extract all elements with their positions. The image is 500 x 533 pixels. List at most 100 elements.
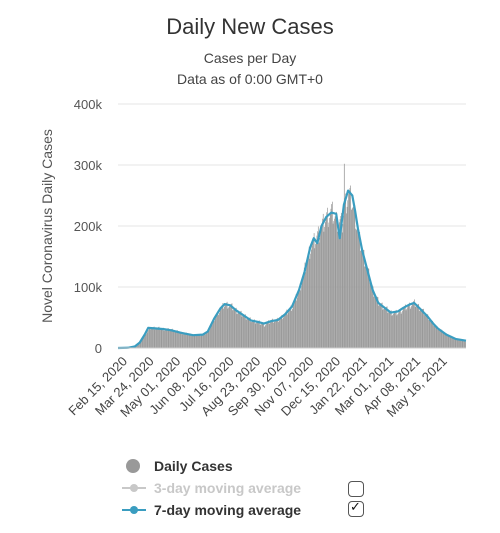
daily-cases-bar: [381, 303, 382, 348]
daily-cases-bar: [373, 296, 375, 348]
daily-cases-bar: [399, 310, 401, 348]
daily-cases-bar: [310, 253, 311, 348]
daily-cases-bar: [417, 304, 419, 348]
3day-toggle-checkbox[interactable]: [348, 481, 364, 497]
daily-cases-bar: [234, 308, 236, 348]
daily-cases-bar: [254, 319, 255, 348]
daily-cases-bar: [204, 332, 205, 348]
daily-cases-bar: [329, 213, 331, 348]
daily-cases-bar: [462, 340, 464, 348]
daily-cases-bar: [415, 306, 417, 348]
daily-cases-bar: [429, 320, 431, 348]
daily-cases-bar: [181, 331, 182, 348]
daily-cases-bar: [454, 337, 455, 348]
daily-cases-bar: [211, 324, 213, 348]
daily-cases-bar: [377, 297, 379, 348]
daily-cases-bar: [313, 237, 314, 348]
daily-cases-bar: [364, 266, 366, 348]
daily-cases-bar: [244, 314, 245, 348]
daily-cases-bar: [219, 312, 220, 348]
daily-cases-bar: [224, 304, 226, 348]
daily-cases-bar: [385, 307, 387, 348]
daily-cases-bar: [311, 245, 313, 348]
daily-cases-bar: [267, 321, 269, 348]
daily-cases-bar: [331, 204, 332, 348]
daily-cases-bar: [436, 325, 438, 348]
daily-cases-bar: [388, 311, 390, 348]
daily-cases-bar: [398, 311, 400, 348]
daily-cases-bar: [449, 335, 450, 348]
daily-cases-bar: [209, 328, 211, 348]
daily-cases-bar: [289, 309, 290, 348]
daily-cases-bar: [160, 329, 162, 348]
daily-cases-bar: [268, 320, 269, 348]
daily-cases-bar: [390, 310, 392, 348]
daily-cases-bar: [461, 340, 462, 348]
daily-cases-bar: [292, 306, 294, 348]
daily-cases-bar: [408, 304, 410, 348]
daily-cases-bar: [391, 315, 393, 348]
daily-cases-bar: [426, 314, 427, 348]
daily-cases-bar: [379, 304, 381, 348]
daily-cases-bar: [310, 249, 312, 348]
daily-cases-bar: [326, 212, 328, 348]
daily-cases-bar: [388, 312, 389, 348]
daily-cases-bar: [190, 333, 191, 348]
daily-cases-bar: [420, 309, 422, 348]
daily-cases-bar: [440, 329, 441, 348]
daily-cases-bar: [164, 330, 166, 348]
daily-cases-bar: [394, 311, 396, 348]
daily-cases-bar: [136, 344, 138, 348]
daily-cases-bar: [195, 336, 197, 348]
daily-cases-bar: [183, 333, 184, 348]
daily-cases-bar: [143, 336, 144, 348]
daily-cases-bar: [148, 328, 150, 348]
daily-cases-bar: [308, 252, 309, 348]
daily-cases-bar: [293, 303, 295, 348]
daily-cases-bar: [214, 319, 216, 348]
daily-cases-bar: [235, 307, 237, 348]
daily-cases-bar: [357, 231, 358, 348]
daily-cases-bar: [262, 323, 264, 348]
daily-cases-bar: [244, 314, 246, 348]
daily-cases-bar: [160, 329, 161, 348]
daily-cases-bar: [353, 206, 354, 348]
daily-cases-bar: [275, 319, 277, 348]
daily-cases-bar: [303, 267, 305, 348]
daily-cases-bar: [337, 228, 339, 348]
7day-toggle-checkbox[interactable]: [348, 499, 364, 517]
daily-cases-bar: [197, 334, 199, 348]
daily-cases-bar: [440, 329, 442, 348]
daily-cases-bar: [409, 302, 410, 348]
daily-cases-bar: [395, 309, 397, 348]
daily-cases-bar: [460, 340, 462, 348]
daily-cases-bar: [197, 335, 198, 348]
daily-cases-bar: [266, 322, 268, 348]
daily-cases-bar: [223, 306, 225, 348]
daily-cases-bar: [156, 328, 158, 348]
chart-subtitle: Cases per Day: [203, 50, 297, 66]
daily-cases-bar: [212, 322, 213, 348]
daily-cases-bar: [319, 237, 321, 348]
y-axis-label: Novel Coronavirus Daily Cases: [39, 129, 55, 323]
daily-cases-bar: [205, 334, 206, 348]
daily-cases-bar: [303, 272, 304, 348]
daily-cases-bar: [333, 221, 335, 348]
daily-cases-bar: [228, 306, 230, 348]
daily-cases-bar: [323, 231, 325, 348]
daily-cases-bar: [226, 302, 227, 348]
daily-cases-bar: [342, 224, 344, 348]
daily-cases-bar: [371, 284, 372, 348]
daily-cases-bar: [216, 315, 217, 348]
daily-cases-bar: [446, 335, 448, 348]
daily-cases-bar: [140, 340, 142, 348]
daily-cases-bar: [434, 325, 436, 348]
daily-cases-bar: [409, 308, 411, 348]
daily-cases-bar: [292, 309, 293, 348]
daily-cases-bar: [392, 314, 394, 348]
daily-cases-bar: [306, 262, 308, 348]
daily-cases-bar: [258, 320, 260, 348]
daily-cases-bar: [141, 339, 143, 348]
daily-cases-bar: [353, 205, 355, 348]
daily-cases-bar: [439, 329, 441, 348]
